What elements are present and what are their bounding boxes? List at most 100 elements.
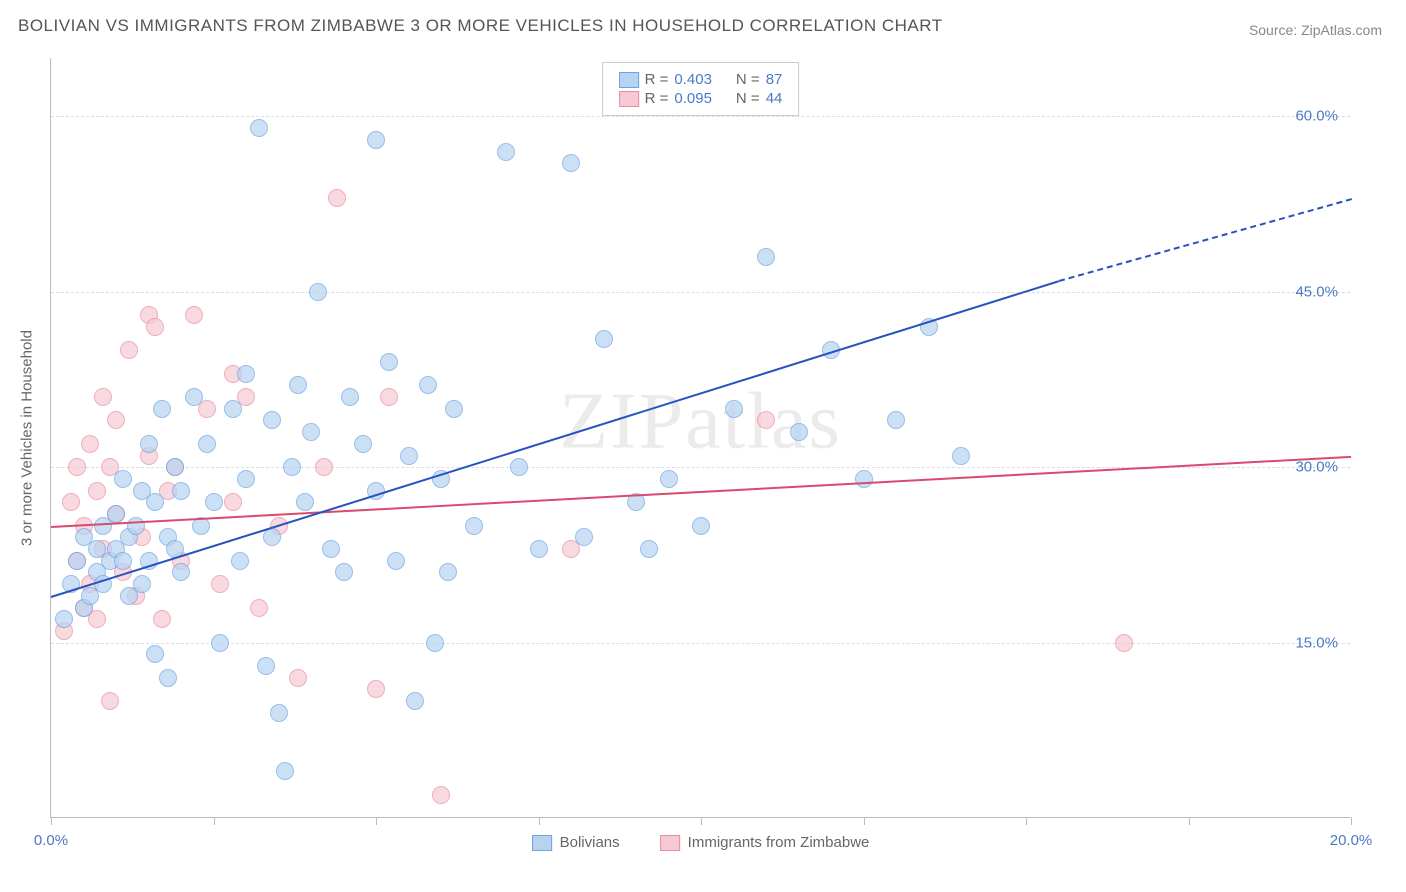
data-point — [237, 365, 255, 383]
data-point — [55, 610, 73, 628]
n-value-bolivians: 87 — [766, 71, 783, 88]
x-tick — [1189, 817, 1190, 825]
regression-line — [1058, 198, 1351, 282]
data-point — [114, 552, 132, 570]
data-point — [133, 575, 151, 593]
data-point — [270, 704, 288, 722]
x-tick — [51, 817, 52, 825]
data-point — [224, 400, 242, 418]
data-point — [146, 318, 164, 336]
legend-stats-row-bolivians: R = 0.403 N = 87 — [619, 71, 783, 88]
data-point — [757, 248, 775, 266]
data-point — [510, 458, 528, 476]
legend-series: Bolivians Immigrants from Zimbabwe — [532, 834, 870, 851]
data-point — [790, 423, 808, 441]
chart-container: BOLIVIAN VS IMMIGRANTS FROM ZIMBABWE 3 O… — [0, 0, 1406, 892]
data-point — [387, 552, 405, 570]
data-point — [640, 540, 658, 558]
data-point — [159, 669, 177, 687]
data-point — [140, 435, 158, 453]
n-label: N = — [736, 90, 760, 107]
data-point — [1115, 634, 1133, 652]
data-point — [94, 388, 112, 406]
data-point — [263, 528, 281, 546]
y-tick-label: 15.0% — [1295, 634, 1338, 651]
data-point — [530, 540, 548, 558]
data-point — [322, 540, 340, 558]
legend-swatch-bolivians — [619, 72, 639, 88]
data-point — [231, 552, 249, 570]
x-tick — [864, 817, 865, 825]
x-tick — [376, 817, 377, 825]
chart-title: BOLIVIAN VS IMMIGRANTS FROM ZIMBABWE 3 O… — [18, 16, 943, 36]
data-point — [400, 447, 418, 465]
data-point — [185, 388, 203, 406]
data-point — [172, 482, 190, 500]
data-point — [250, 599, 268, 617]
y-axis-title: 3 or more Vehicles in Household — [19, 330, 36, 546]
data-point — [426, 634, 444, 652]
data-point — [62, 493, 80, 511]
data-point — [380, 388, 398, 406]
data-point — [257, 657, 275, 675]
data-point — [88, 482, 106, 500]
data-point — [211, 575, 229, 593]
data-point — [250, 119, 268, 137]
data-point — [276, 762, 294, 780]
legend-swatch-bolivians-bottom — [532, 835, 552, 851]
data-point — [419, 376, 437, 394]
y-tick-label: 60.0% — [1295, 108, 1338, 125]
r-value-bolivians: 0.403 — [674, 71, 712, 88]
x-tick — [1026, 817, 1027, 825]
r-value-zimbabwe: 0.095 — [674, 90, 712, 107]
gridline — [51, 292, 1350, 293]
plot-area: ZIPatlas 3 or more Vehicles in Household… — [50, 58, 1350, 818]
data-point — [153, 400, 171, 418]
data-point — [81, 435, 99, 453]
y-tick-label: 45.0% — [1295, 283, 1338, 300]
data-point — [127, 517, 145, 535]
data-point — [153, 610, 171, 628]
data-point — [380, 353, 398, 371]
data-point — [660, 470, 678, 488]
data-point — [439, 563, 457, 581]
data-point — [107, 505, 125, 523]
data-point — [445, 400, 463, 418]
legend-stats: R = 0.403 N = 87 R = 0.095 N = 44 — [602, 62, 800, 116]
data-point — [296, 493, 314, 511]
data-point — [146, 493, 164, 511]
data-point — [198, 435, 216, 453]
data-point — [328, 189, 346, 207]
data-point — [68, 552, 86, 570]
data-point — [120, 341, 138, 359]
x-tick — [539, 817, 540, 825]
data-point — [406, 692, 424, 710]
data-point — [595, 330, 613, 348]
y-tick-label: 30.0% — [1295, 459, 1338, 476]
data-point — [341, 388, 359, 406]
data-point — [309, 283, 327, 301]
data-point — [367, 131, 385, 149]
data-point — [952, 447, 970, 465]
data-point — [107, 411, 125, 429]
data-point — [263, 411, 281, 429]
legend-item-bolivians: Bolivians — [532, 834, 620, 851]
gridline — [51, 643, 1350, 644]
legend-stats-row-zimbabwe: R = 0.095 N = 44 — [619, 90, 783, 107]
data-point — [211, 634, 229, 652]
x-tick-label: 0.0% — [34, 832, 68, 849]
data-point — [315, 458, 333, 476]
x-tick-label: 20.0% — [1330, 832, 1373, 849]
gridline — [51, 116, 1350, 117]
data-point — [887, 411, 905, 429]
r-label: R = — [645, 90, 669, 107]
data-point — [185, 306, 203, 324]
data-point — [432, 786, 450, 804]
data-point — [497, 143, 515, 161]
data-point — [283, 458, 301, 476]
data-point — [562, 154, 580, 172]
data-point — [692, 517, 710, 535]
n-value-zimbabwe: 44 — [766, 90, 783, 107]
legend-item-zimbabwe: Immigrants from Zimbabwe — [660, 834, 870, 851]
data-point — [172, 563, 190, 581]
